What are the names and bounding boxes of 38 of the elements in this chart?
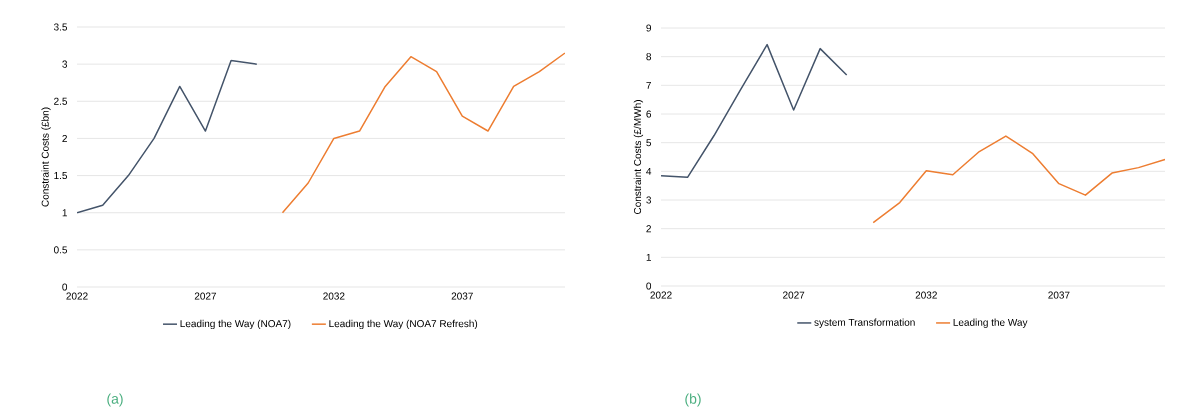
y-tick-label: 7 [646,81,651,89]
line-series [661,43,848,179]
x-tick-label: 2027 [194,292,217,300]
y-tick-label: 4 [646,167,652,175]
y-tick-label: 2.5 [54,97,68,105]
y-tick-label: 8 [646,53,652,61]
legend-label: Leading the Way (NOA7) [180,319,291,330]
y-tick-label: 3.5 [53,23,68,31]
x-tick-label: 2032 [915,291,937,299]
x-tick-label: 2027 [783,291,805,299]
legend-label: system Transformation [814,318,915,328]
x-tick-label: 2037 [1048,291,1070,299]
x-tick-label: 2022 [66,292,88,300]
y-tick-label: 0 [62,283,68,291]
y-tick-label: 6 [646,110,652,118]
x-tick-label: 2037 [451,292,473,300]
line-series [872,135,1166,224]
y-tick-label: 1.5 [54,172,68,180]
text: (a) [107,393,123,407]
legend-label: Leading the Way (NOA7 Refresh) [329,319,478,330]
y-tick-label: 2 [62,134,67,142]
y-tick-label: 5 [646,139,652,147]
text: (b) [685,393,701,407]
legend-label: Leading the Way [953,318,1028,328]
y-tick-label: 0 [646,282,652,290]
y-tick-label: 3 [646,196,652,204]
x-tick-label: 2022 [650,291,672,299]
line-series [77,59,258,214]
y-axis-title: Constraint Costs (£/MWh) [633,100,644,215]
y-tick-label: 9 [646,24,652,32]
y-axis-title: Constraint Costs (£bn) [41,107,51,207]
y-tick-label: 1 [646,253,651,261]
line-series [281,52,566,214]
y-tick-label: 3 [62,60,68,68]
y-tick-label: 1 [62,209,67,217]
x-tick-label: 2032 [323,292,345,300]
y-tick-label: 2 [646,225,651,233]
y-tick-label: 0.5 [53,246,68,254]
